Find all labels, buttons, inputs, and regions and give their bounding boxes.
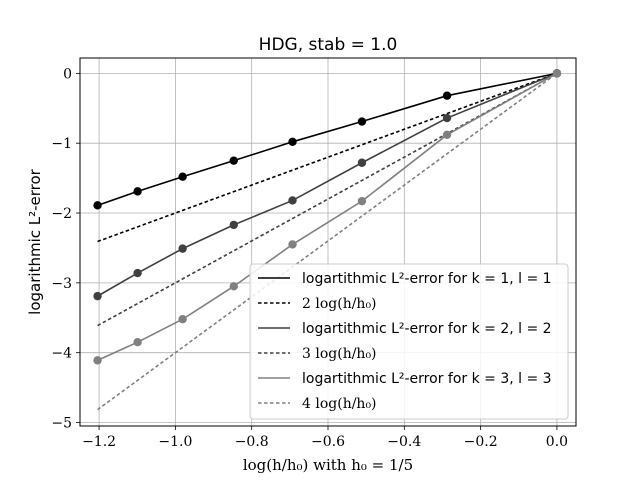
series-line-1 [97,72,558,207]
series-line-3 [97,72,558,297]
y-tick-label: −5 [51,416,72,432]
data-point [357,196,367,206]
data-point [442,113,452,123]
data-point [288,240,297,249]
x-tick-label: −1.0 [158,434,192,450]
y-tick-label: −2 [51,206,72,222]
data-point [442,130,452,140]
y-tick-label: −4 [51,346,72,362]
data-point [288,196,297,205]
y-tick-label: 0 [63,66,72,82]
x-tick-label: −0.2 [464,434,498,450]
data-point [178,244,187,253]
data-point [93,201,102,210]
data-point [357,117,367,126]
chart-title: HDG, stab = 1.0 [259,35,398,55]
legend-label-4: 3 log(h/h₀) [302,346,377,362]
y-tick-label: −3 [51,276,72,292]
data-point [229,282,238,291]
x-tick-label: −0.4 [387,434,421,450]
y-axis-label: logarithmic L²-error [26,168,44,315]
data-point [357,158,367,167]
legend: logartithmic L²-error for k = 1, l = 1 2 … [249,263,569,420]
grid [80,58,576,426]
data-point [93,291,102,301]
x-tick-label: −0.8 [235,434,269,450]
data-point [229,156,238,165]
series-line-2 [97,72,558,243]
series-line-4 [97,72,558,327]
x-tick-label: −0.6 [311,434,345,450]
data-point [229,220,238,230]
legend-label-2: 2 log(h/h₀) [302,296,377,312]
data-point [178,172,187,181]
legend-entries: logartithmic L²-error for k = 1, l = 1 2 … [258,271,552,412]
data-point [133,187,142,196]
x-tick-label: 0.0 [546,434,568,450]
data-point [133,338,142,347]
data-point [93,356,102,365]
legend-label-1: logartithmic L²-error for k = 1, l = 1 [302,271,552,287]
x-axis-label: log(h/h₀) with h₀ = 1/5 [243,456,413,474]
x-tick-label: −1.2 [82,434,116,450]
series-layer [93,69,562,411]
legend-label-6: 4 log(h/h₀) [302,396,377,412]
legend-label-3: logartithmic L²-error for k = 2, l = 2 [302,321,552,337]
data-point [133,268,142,278]
legend-box [249,263,569,420]
y-tick-label: −1 [51,136,72,152]
legend-label-5: logartithmic L²-error for k = 3, l = 3 [302,371,552,387]
data-point [288,137,297,146]
data-point [178,314,187,324]
ticks: −1.2 −1.0 −0.8 −0.6 −0.4 −0.2 0.0 0 −1 −2 −3 −4 −5 [51,66,568,450]
data-point [442,91,452,100]
